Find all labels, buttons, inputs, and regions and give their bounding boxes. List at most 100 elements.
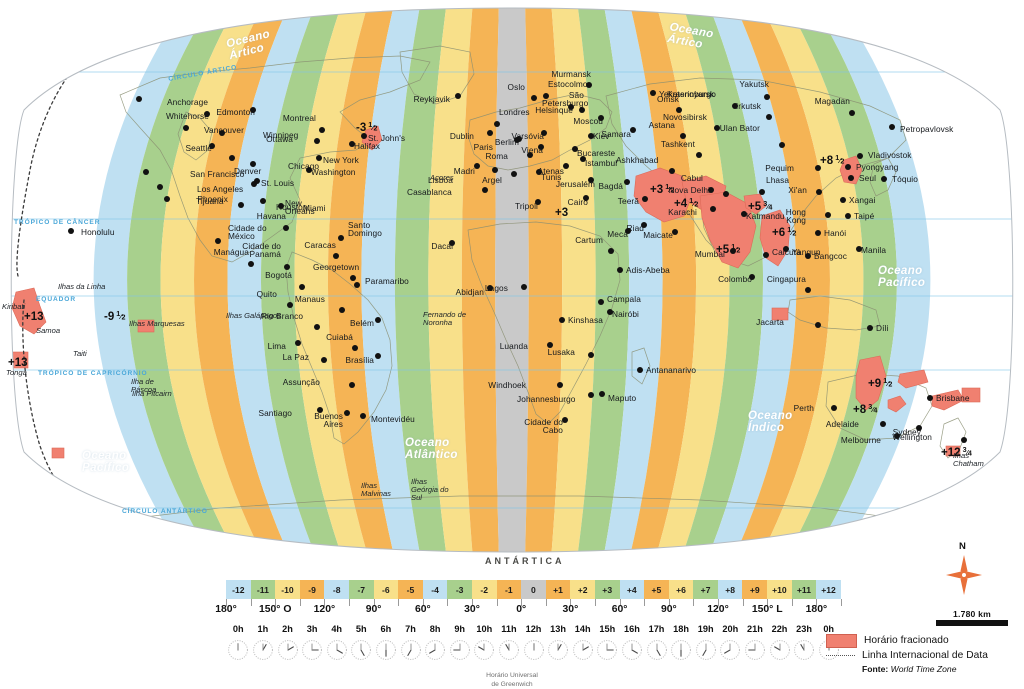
- city-dot[interactable]: [536, 169, 542, 175]
- city-dot[interactable]: [250, 161, 256, 167]
- city-dot[interactable]: [514, 137, 520, 143]
- city-dot[interactable]: [766, 114, 772, 120]
- city-dot[interactable]: [672, 229, 678, 235]
- city-dot[interactable]: [487, 130, 493, 136]
- city-dot[interactable]: [250, 107, 256, 113]
- city-dot[interactable]: [572, 146, 578, 152]
- city-dot[interactable]: [375, 317, 381, 323]
- city-dot[interactable]: [204, 111, 210, 117]
- city-dot[interactable]: [588, 392, 594, 398]
- city-dot[interactable]: [881, 176, 887, 182]
- city-dot[interactable]: [559, 317, 565, 323]
- city-dot[interactable]: [608, 248, 614, 254]
- timezone-scale-cell[interactable]: -11: [250, 580, 276, 599]
- city-dot[interactable]: [521, 284, 527, 290]
- city-dot[interactable]: [708, 187, 714, 193]
- city-dot[interactable]: [916, 425, 922, 431]
- city-dot[interactable]: [588, 133, 594, 139]
- city-dot[interactable]: [562, 417, 568, 423]
- timezone-scale-cell[interactable]: +3: [594, 580, 620, 599]
- city-dot[interactable]: [474, 163, 480, 169]
- city-dot[interactable]: [730, 248, 736, 254]
- city-dot[interactable]: [283, 225, 289, 231]
- city-dot[interactable]: [856, 246, 862, 252]
- city-dot[interactable]: [487, 285, 493, 291]
- city-dot[interactable]: [229, 155, 235, 161]
- city-dot[interactable]: [527, 152, 533, 158]
- city-dot[interactable]: [588, 352, 594, 358]
- timezone-scale-cell[interactable]: +1: [545, 580, 571, 599]
- timezone-scale-cell[interactable]: -5: [398, 580, 423, 599]
- city-dot[interactable]: [299, 284, 305, 290]
- city-dot[interactable]: [260, 198, 266, 204]
- city-dot[interactable]: [238, 202, 244, 208]
- city-dot[interactable]: [287, 302, 293, 308]
- city-dot[interactable]: [598, 299, 604, 305]
- timezone-scale-cell[interactable]: -1: [496, 580, 522, 599]
- city-dot[interactable]: [568, 104, 574, 110]
- city-dot[interactable]: [588, 177, 594, 183]
- city-dot[interactable]: [845, 164, 851, 170]
- city-dot[interactable]: [321, 357, 327, 363]
- city-dot[interactable]: [580, 156, 586, 162]
- city-dot[interactable]: [361, 133, 367, 139]
- timezone-scale-cell[interactable]: +6: [668, 580, 694, 599]
- city-dot[interactable]: [889, 124, 895, 130]
- city-dot[interactable]: [360, 413, 366, 419]
- timezone-scale-cell[interactable]: +12: [816, 580, 841, 599]
- city-dot[interactable]: [816, 189, 822, 195]
- city-dot[interactable]: [314, 324, 320, 330]
- timezone-scale-cell[interactable]: +8: [717, 580, 743, 599]
- city-dot[interactable]: [650, 90, 656, 96]
- city-dot[interactable]: [598, 115, 604, 121]
- city-dot[interactable]: [541, 130, 547, 136]
- city-dot[interactable]: [624, 179, 630, 185]
- city-dot[interactable]: [849, 110, 855, 116]
- city-dot[interactable]: [805, 253, 811, 259]
- city-dot[interactable]: [349, 382, 355, 388]
- timezone-scale-cell[interactable]: -8: [324, 580, 349, 599]
- city-dot[interactable]: [316, 155, 322, 161]
- city-dot[interactable]: [815, 322, 821, 328]
- city-dot[interactable]: [642, 196, 648, 202]
- city-dot[interactable]: [352, 345, 358, 351]
- timezone-scale-cell[interactable]: +10: [767, 580, 792, 599]
- city-dot[interactable]: [317, 407, 323, 413]
- city-dot[interactable]: [831, 405, 837, 411]
- city-dot[interactable]: [764, 94, 770, 100]
- city-dot[interactable]: [183, 125, 189, 131]
- city-dot[interactable]: [494, 121, 500, 127]
- city-dot[interactable]: [579, 107, 585, 113]
- city-dot[interactable]: [680, 133, 686, 139]
- city-dot[interactable]: [219, 130, 225, 136]
- city-dot[interactable]: [543, 93, 549, 99]
- city-dot[interactable]: [961, 437, 967, 443]
- city-dot[interactable]: [143, 169, 149, 175]
- city-dot[interactable]: [68, 228, 74, 234]
- city-dot[interactable]: [723, 191, 729, 197]
- city-dot[interactable]: [583, 195, 589, 201]
- city-dot[interactable]: [295, 340, 301, 346]
- city-dot[interactable]: [696, 152, 702, 158]
- city-dot[interactable]: [136, 96, 142, 102]
- city-dot[interactable]: [563, 163, 569, 169]
- city-dot[interactable]: [805, 287, 811, 293]
- city-dot[interactable]: [319, 127, 325, 133]
- city-dot[interactable]: [248, 261, 254, 267]
- timezone-scale-cell[interactable]: +11: [791, 580, 817, 599]
- city-dot[interactable]: [741, 211, 747, 217]
- city-dot[interactable]: [535, 199, 541, 205]
- city-dot[interactable]: [157, 184, 163, 190]
- city-dot[interactable]: [215, 238, 221, 244]
- city-dot[interactable]: [867, 325, 873, 331]
- city-dot[interactable]: [779, 142, 785, 148]
- city-dot[interactable]: [538, 144, 544, 150]
- timezone-scale-cell[interactable]: -2: [471, 580, 497, 599]
- city-dot[interactable]: [825, 212, 831, 218]
- city-dot[interactable]: [641, 222, 647, 228]
- city-dot[interactable]: [547, 342, 553, 348]
- city-dot[interactable]: [880, 421, 886, 427]
- city-dot[interactable]: [284, 264, 290, 270]
- city-dot[interactable]: [732, 103, 738, 109]
- city-dot[interactable]: [314, 138, 320, 144]
